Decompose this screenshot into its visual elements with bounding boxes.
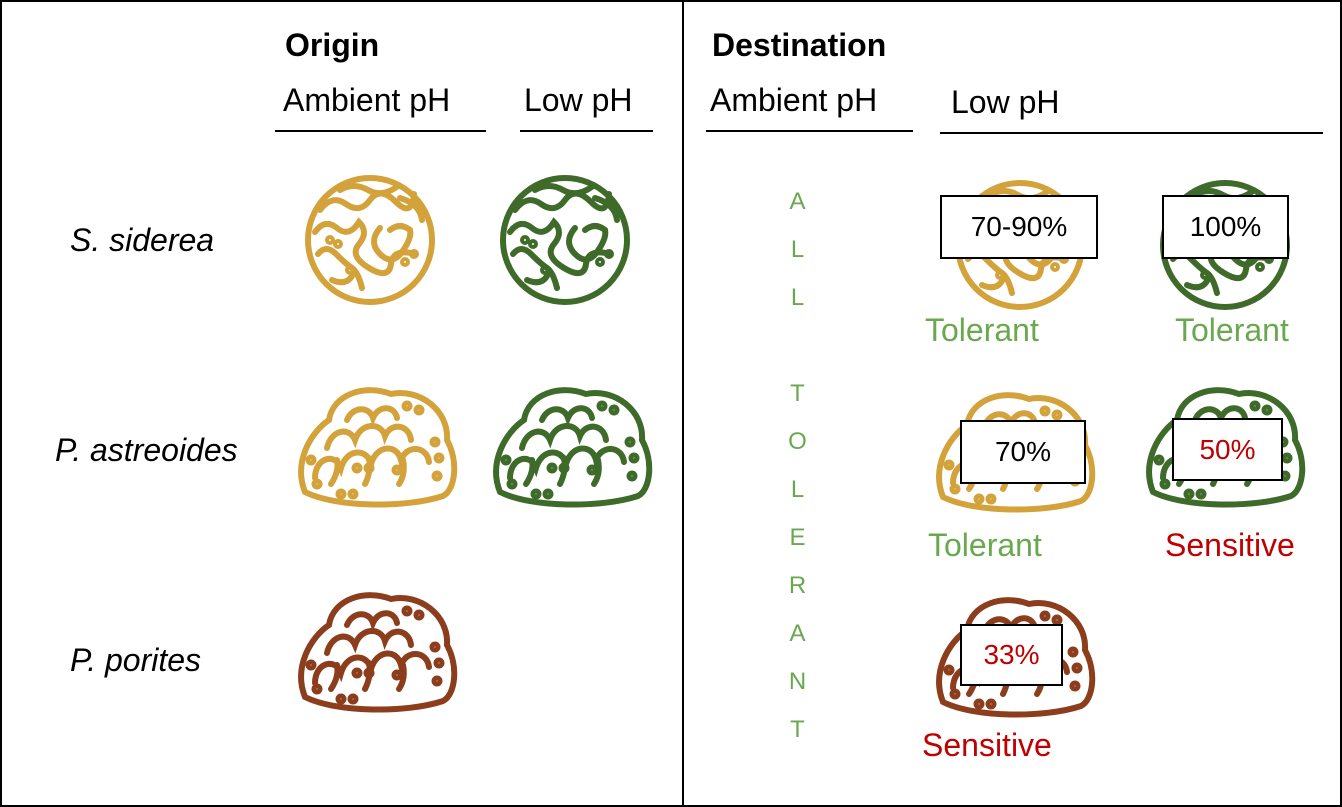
coral-icon bbox=[301, 595, 454, 709]
column-header: Low pH bbox=[951, 84, 1060, 120]
coral-icon bbox=[301, 390, 454, 504]
ambient-label: ALL TOLERANT bbox=[784, 188, 811, 764]
status-label: Tolerant bbox=[1175, 312, 1289, 348]
percent-box: 100% bbox=[1162, 195, 1289, 259]
species-name: P. porites bbox=[70, 642, 202, 678]
species-name: P. astreoides bbox=[55, 432, 238, 468]
column-header: Ambient pH bbox=[710, 82, 878, 118]
percent-box: 70-90% bbox=[940, 195, 1098, 259]
coral-icon bbox=[308, 178, 432, 302]
status-label: Tolerant bbox=[928, 527, 1042, 563]
column-header: Ambient pH bbox=[283, 82, 451, 118]
coral-icon bbox=[496, 390, 649, 504]
percent-box: 50% bbox=[1172, 418, 1283, 481]
status-label: Sensitive bbox=[922, 727, 1052, 763]
column-rules bbox=[275, 130, 1323, 134]
section-title: Destination bbox=[712, 27, 887, 63]
section-title: Origin bbox=[285, 27, 380, 63]
status-label: Sensitive bbox=[1165, 527, 1295, 563]
status-label: Tolerant bbox=[925, 312, 1039, 348]
coral-icon bbox=[503, 178, 627, 302]
column-header: Low pH bbox=[524, 82, 633, 118]
percent-box: 33% bbox=[960, 624, 1063, 686]
species-name: S. siderea bbox=[70, 222, 215, 258]
percent-box: 70% bbox=[960, 420, 1086, 484]
